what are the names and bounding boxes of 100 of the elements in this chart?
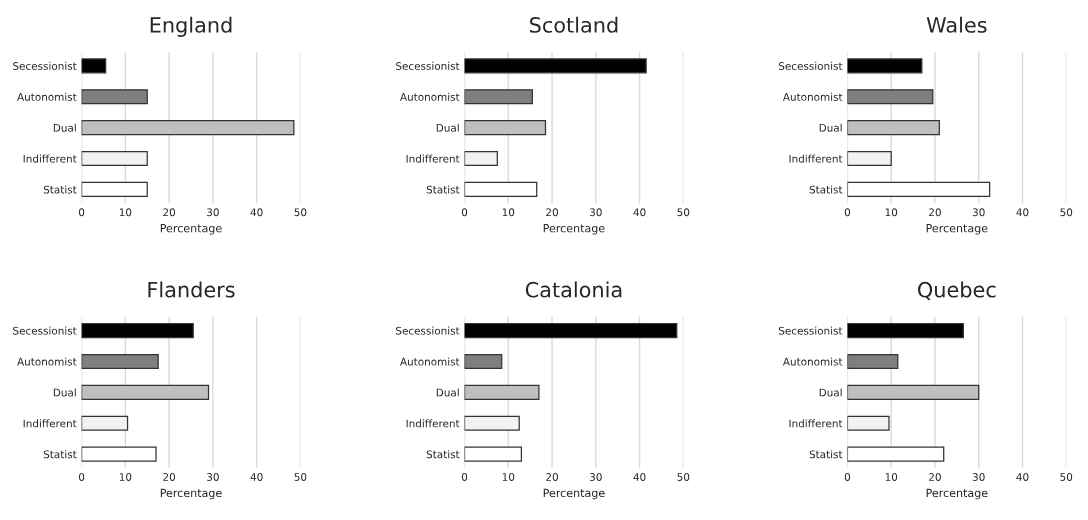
y-tick-label: Indifferent <box>23 154 77 163</box>
x-tick-label: 10 <box>502 208 515 217</box>
y-tick-label: Indifferent <box>406 419 460 428</box>
x-tick-label: 50 <box>677 208 690 217</box>
chart-title: Flanders <box>148 281 235 298</box>
bar <box>464 384 540 400</box>
x-tick-label: 10 <box>119 473 132 481</box>
chart-title: Wales <box>926 16 987 33</box>
x-tick-label: 0 <box>78 208 85 217</box>
x-tick-label: 0 <box>844 473 851 481</box>
bar <box>464 353 503 370</box>
x-tick-label: 50 <box>1060 473 1073 481</box>
x-tick-label: 0 <box>844 208 851 217</box>
y-tick-label: Statist <box>426 450 460 459</box>
x-tick-label: 40 <box>250 473 263 481</box>
bar <box>81 384 210 400</box>
x-tick-label: 20 <box>929 473 941 481</box>
bar <box>81 322 194 339</box>
y-tick-label: Dual <box>53 388 76 397</box>
x-axis-title: Percentage <box>160 224 222 235</box>
bar <box>464 58 647 74</box>
bar <box>847 89 934 105</box>
y-tick-label: Autonomist <box>782 92 843 101</box>
y-tick-label: Dual <box>53 123 76 132</box>
x-tick-label: 40 <box>1016 208 1029 217</box>
y-tick-label: Dual <box>819 123 842 132</box>
y-tick-label: Indifferent <box>23 419 77 428</box>
y-tick-label: Secessionist <box>13 326 77 335</box>
y-tick-label: Autonomist <box>400 92 460 101</box>
bar <box>81 353 159 370</box>
bar <box>464 322 678 339</box>
bar <box>847 322 965 339</box>
y-tick-label: Statist <box>43 185 77 194</box>
x-axis-title: Percentage <box>926 224 988 235</box>
bar <box>464 120 547 136</box>
x-tick-label: 20 <box>163 208 176 217</box>
x-tick-label: 50 <box>294 473 307 481</box>
y-tick-label: Autonomist <box>17 357 77 366</box>
bar <box>464 181 538 198</box>
y-tick-label: Autonomist <box>782 357 843 366</box>
x-tick-label: 20 <box>546 208 558 217</box>
x-tick-label: 10 <box>885 473 898 481</box>
bar <box>464 415 520 431</box>
x-tick-label: 30 <box>207 473 219 481</box>
x-tick-label: 50 <box>1060 208 1073 217</box>
bar <box>847 384 980 400</box>
bar <box>847 150 892 167</box>
x-tick-label: 20 <box>546 473 558 481</box>
bar <box>81 446 157 462</box>
y-tick-label: Secessionist <box>396 61 460 70</box>
x-tick-label: 0 <box>461 473 468 481</box>
bar <box>464 89 533 105</box>
x-axis-title: Percentage <box>543 488 605 500</box>
y-tick-label: Statist <box>809 450 843 459</box>
x-tick-label: 40 <box>1016 473 1029 481</box>
x-tick-label: 10 <box>885 208 898 217</box>
chart-title: Quebec <box>918 281 996 300</box>
bar <box>847 181 991 198</box>
y-tick-label: Indifferent <box>789 154 843 163</box>
bar <box>81 415 129 431</box>
x-tick-label: 20 <box>163 473 176 481</box>
bar <box>81 120 295 136</box>
x-tick-label: 0 <box>461 208 468 217</box>
x-tick-label: 30 <box>589 208 602 217</box>
y-tick-label: Secessionist <box>778 61 843 70</box>
x-tick-label: 20 <box>929 208 941 217</box>
bar <box>81 181 148 198</box>
x-tick-label: 50 <box>677 473 690 481</box>
bar <box>81 89 148 105</box>
y-tick-label: Statist <box>426 185 460 194</box>
x-tick-label: 10 <box>119 208 132 217</box>
y-tick-label: Statist <box>43 450 77 459</box>
bar <box>81 150 148 167</box>
y-tick-label: Autonomist <box>400 357 460 366</box>
x-axis-title: Percentage <box>160 488 222 500</box>
x-tick-label: 10 <box>502 473 515 481</box>
x-tick-label: 40 <box>633 473 646 481</box>
x-tick-label: 40 <box>250 208 263 217</box>
x-tick-label: 30 <box>972 473 985 481</box>
bar <box>847 353 899 370</box>
chart-title: Scotland <box>530 16 618 33</box>
y-tick-label: Indifferent <box>789 419 843 428</box>
bar <box>464 150 498 167</box>
x-tick-label: 30 <box>972 208 985 217</box>
y-tick-label: Secessionist <box>778 326 843 335</box>
y-tick-label: Dual <box>436 123 459 132</box>
y-tick-label: Indifferent <box>406 154 460 163</box>
chart-title: Catalonia <box>525 281 622 298</box>
x-axis-title: Percentage <box>926 488 988 500</box>
x-tick-label: 40 <box>633 208 646 217</box>
x-tick-label: 50 <box>294 208 307 217</box>
y-tick-label: Autonomist <box>17 92 77 101</box>
y-tick-label: Dual <box>436 388 459 397</box>
chart-title: England <box>150 16 232 37</box>
y-tick-label: Secessionist <box>13 61 77 70</box>
x-tick-label: 0 <box>78 473 85 481</box>
x-axis-title: Percentage <box>543 224 605 235</box>
x-tick-label: 30 <box>207 208 219 217</box>
y-tick-label: Statist <box>809 185 843 194</box>
bar <box>81 58 107 74</box>
